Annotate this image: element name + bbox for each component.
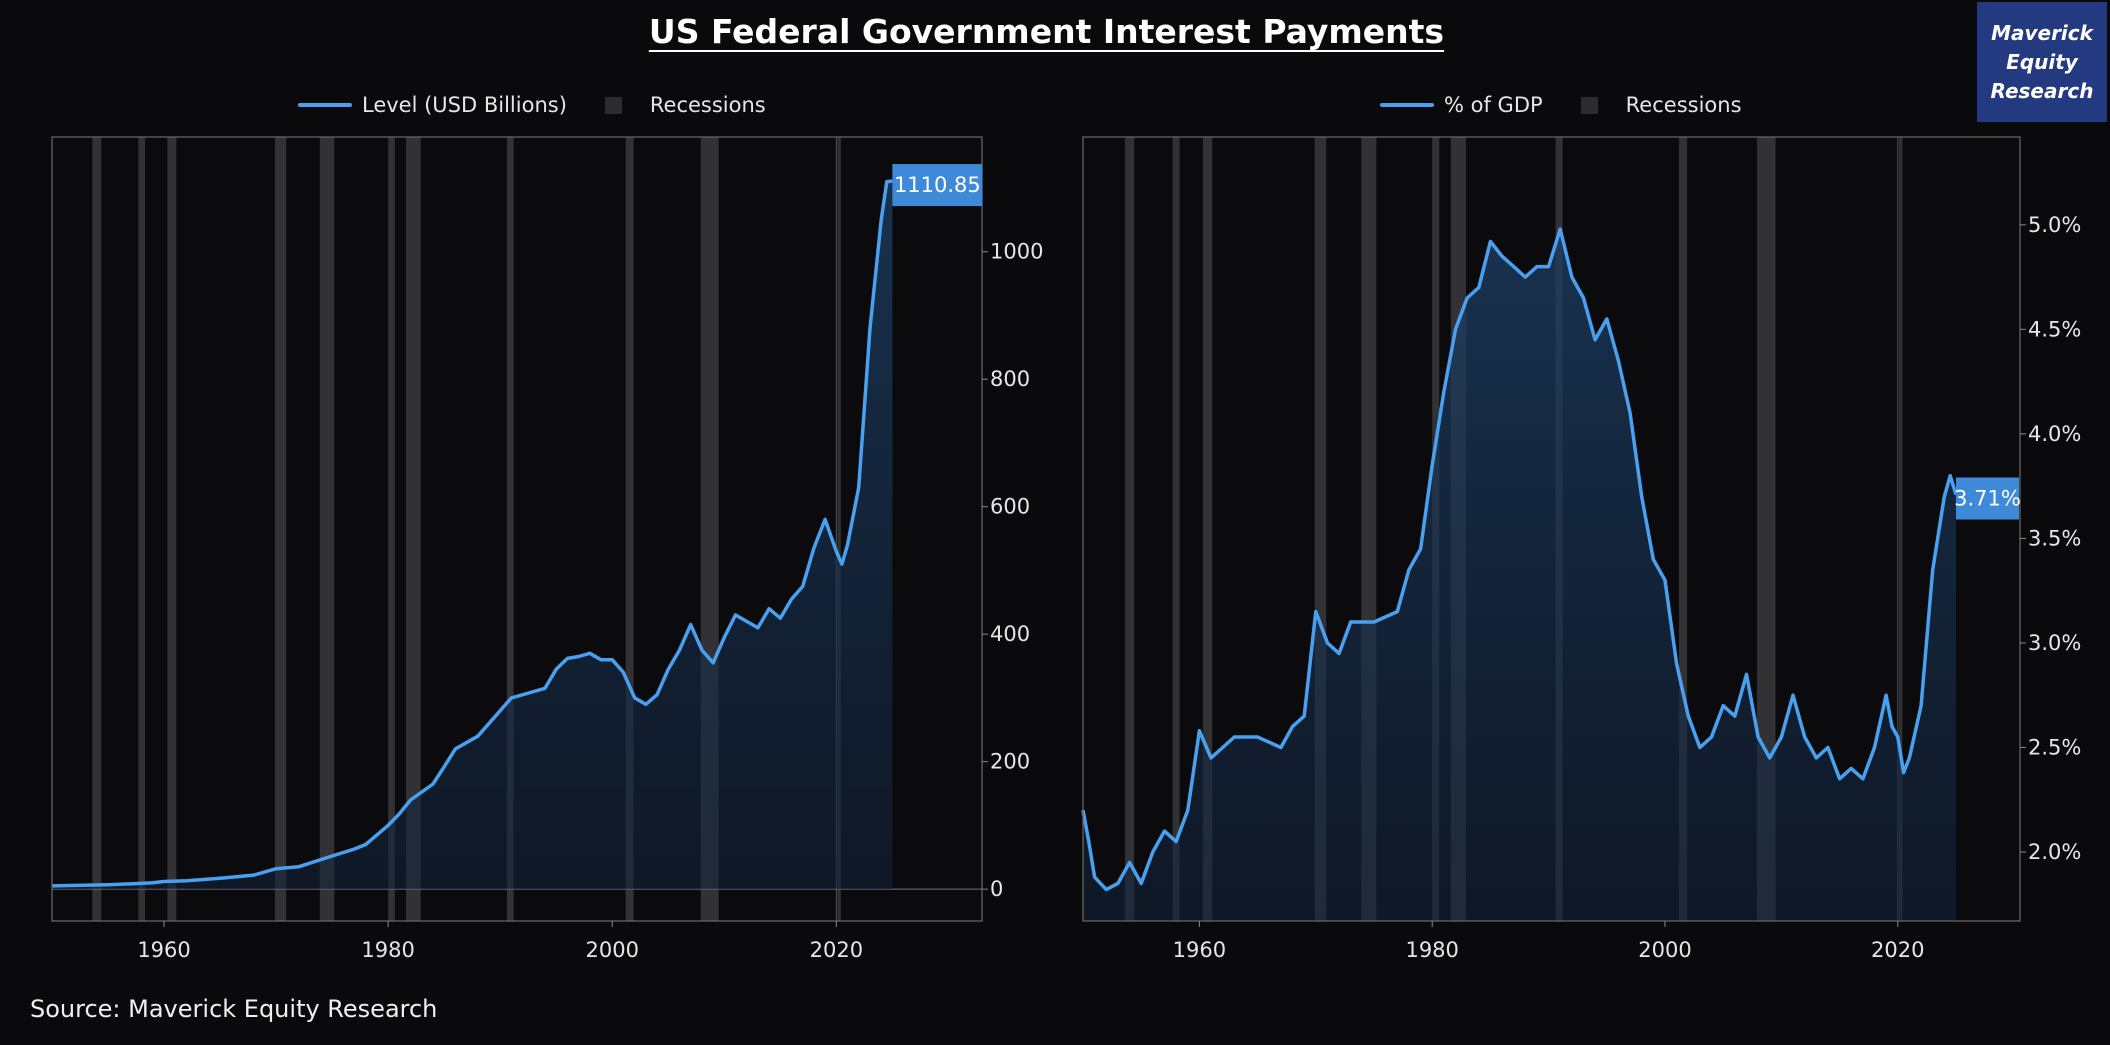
- level-series-line: [51, 179, 893, 888]
- gdp-recession-band: [1678, 137, 1688, 921]
- gdp-y-tick-label: 4.0%: [2028, 422, 2081, 446]
- legend-line-swatch-left: [298, 103, 352, 107]
- level-recession-band: [92, 137, 102, 921]
- legend-series-label-left: Level (USD Billions): [362, 93, 567, 117]
- gdp-recession-band: [1756, 137, 1776, 921]
- level-recession-band: [319, 137, 335, 921]
- level-recession-band: [837, 137, 841, 921]
- gdp-recession-band: [1202, 137, 1213, 921]
- gdp-y-tick-label: 5.0%: [2028, 213, 2081, 237]
- level-x-tick-label: 1980: [361, 938, 414, 962]
- gdp-last-value-badge: [1955, 477, 2019, 520]
- level-recession-band: [625, 137, 634, 921]
- legend-left: Level (USD Billions) Recessions: [298, 90, 766, 120]
- gdp-y-tick-label: 3.0%: [2028, 631, 2081, 655]
- gdp-x-tick-label: 1960: [1173, 938, 1226, 962]
- gdp-recession-band: [1450, 137, 1466, 921]
- level-last-value-badge: [892, 164, 983, 207]
- level-y-tick-label: 600: [990, 495, 1030, 519]
- legend-line-swatch-right: [1380, 103, 1434, 107]
- legend-recession-swatch-left: [604, 96, 622, 114]
- legend-recession-label-left: Recessions: [649, 93, 766, 117]
- gdp-y-tick-label: 4.5%: [2028, 317, 2081, 341]
- level-y-tick-label: 0: [990, 877, 1003, 901]
- legend-series-label-right: % of GDP: [1444, 93, 1543, 117]
- gdp-recession-band: [1432, 137, 1440, 921]
- brand-line-2: Equity: [2006, 49, 2078, 74]
- brand-logo: Maverick Equity Research: [1977, 2, 2107, 122]
- gdp-recession-band: [1314, 137, 1327, 921]
- gdp-recession-band: [1361, 137, 1377, 921]
- gdp-recession-band: [1555, 137, 1563, 921]
- level-x-tick-label: 1960: [137, 938, 190, 962]
- brand-line-3: Research: [1990, 78, 2094, 103]
- level-y-tick-label: 200: [990, 750, 1030, 774]
- gdp-x-tick-label: 2020: [1871, 938, 1924, 962]
- gdp-y-tick-label: 3.5%: [2028, 526, 2081, 550]
- chart-title: US Federal Government Interest Payments: [0, 12, 2093, 51]
- gdp-recession-band: [1124, 137, 1135, 921]
- level-recession-band: [506, 137, 514, 921]
- level-x-tick-label: 2000: [586, 938, 639, 962]
- gdp-frame: [1082, 136, 2021, 922]
- gdp-recession-band: [1898, 137, 1903, 921]
- level-recession-band: [406, 137, 421, 921]
- level-x-tick-label: 2020: [810, 938, 863, 962]
- source-note: Source: Maverick Equity Research: [30, 995, 438, 1023]
- gdp-y-tick-label: 2.5%: [2028, 735, 2081, 759]
- level-plot-area: [52, 137, 982, 921]
- brand-line-1: Maverick: [1991, 20, 2093, 45]
- level-series-area: [52, 181, 893, 890]
- gdp-y-tick-label: 2.0%: [2028, 840, 2081, 864]
- level-y-tick-label: 800: [990, 367, 1030, 391]
- gdp-series-line: [1081, 227, 1958, 892]
- gdp-x-tick-label: 1980: [1405, 938, 1458, 962]
- level-recession-band: [274, 137, 287, 921]
- gdp-last-value-label: 3.71%: [1954, 487, 2021, 511]
- level-recession-band: [388, 137, 395, 921]
- level-recession-band: [167, 137, 177, 921]
- level-y-tick-label: 1000: [990, 240, 1043, 264]
- level-recession-band: [700, 137, 719, 921]
- legend-right: % of GDP Recessions: [1380, 90, 1742, 120]
- level-recession-band: [138, 137, 145, 921]
- chart-title-text: US Federal Government Interest Payments: [648, 12, 1445, 51]
- level-y-tick-label: 400: [990, 622, 1030, 646]
- legend-recession-swatch-right: [1580, 96, 1598, 114]
- gdp-recession-band: [1172, 137, 1180, 921]
- legend-recession-label-right: Recessions: [1625, 93, 1742, 117]
- level-last-value-label: 1110.85: [894, 173, 981, 197]
- gdp-plot-area: [1083, 137, 2020, 921]
- gdp-series-area: [1083, 229, 1956, 921]
- gdp-x-tick-label: 2000: [1638, 938, 1691, 962]
- level-frame: [51, 136, 983, 922]
